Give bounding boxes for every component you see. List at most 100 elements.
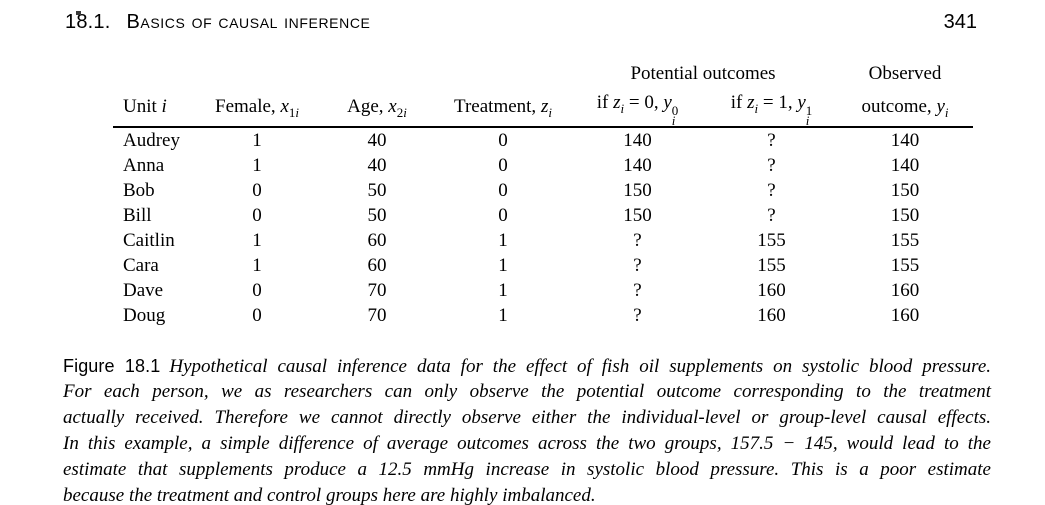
caption-line: For each person, we as researchers can o…	[63, 381, 991, 402]
cell-potential-outcome-1: ?	[767, 180, 776, 201]
potential-outcomes-group-header: Potential outcomes	[630, 63, 776, 84]
math-var: x	[280, 96, 289, 117]
table-row: Caitlin 1 60 1 ? 155 155	[113, 228, 973, 253]
cell-observed-outcome: 140	[890, 155, 920, 176]
sub-var: i	[295, 104, 299, 120]
section-number: 18.1.	[65, 11, 111, 33]
sub-num: 1	[288, 104, 296, 120]
stray-ink-mark	[76, 11, 81, 15]
math-var: z	[613, 92, 621, 113]
cell-unit: Audrey	[123, 130, 180, 151]
caption-line: In this example, a simple difference of …	[63, 433, 991, 454]
cell-potential-outcome-0: ?	[633, 230, 642, 251]
cell-age: 50	[367, 180, 387, 201]
math-subscript: i	[620, 101, 624, 116]
cell-female: 0	[252, 205, 262, 226]
cell-potential-outcome-0: 150	[623, 205, 652, 226]
math-subscript: i	[754, 101, 758, 116]
caption-line: Figure 18.1 Hypothetical causal inference…	[63, 353, 991, 379]
math-subscript: i	[548, 105, 552, 120]
math-var: x	[388, 96, 397, 117]
section-heading: 18.1. Basics of causal inference	[65, 11, 370, 34]
cell-treatment: 1	[498, 230, 508, 251]
cell-potential-outcome-1: 160	[757, 305, 786, 326]
sub-var: i	[620, 100, 625, 116]
cell-unit: Doug	[123, 305, 166, 326]
column-header-observed-outcome: outcome, yi	[837, 87, 973, 128]
math-var: i	[161, 96, 167, 117]
column-header-female: Female, x1i	[197, 87, 317, 128]
cell-potential-outcome-0: ?	[633, 305, 642, 326]
cell-treatment: 0	[498, 155, 508, 176]
cell-female: 0	[252, 180, 262, 201]
math-var: y	[797, 92, 806, 113]
figure-caption: Figure 18.1 Hypothetical causal inference…	[63, 353, 991, 505]
cell-treatment: 1	[498, 280, 508, 301]
table-row: Bob 0 50 0 150 ? 150	[113, 178, 973, 203]
cell-age: 60	[367, 230, 387, 251]
cell-potential-outcome-0: ?	[633, 255, 642, 276]
cell-age: 70	[367, 280, 387, 301]
sub-var: i	[403, 104, 407, 120]
cell-potential-outcome-1: 155	[757, 230, 786, 251]
table-row: Dave 0 70 1 ? 160 160	[113, 278, 973, 303]
cell-potential-outcome-1: ?	[767, 130, 776, 151]
cell-treatment: 1	[498, 305, 508, 326]
cell-female: 1	[252, 255, 262, 276]
cell-potential-outcome-1: ?	[767, 155, 776, 176]
header-text: = 0,	[624, 92, 664, 113]
table-row: Cara 1 60 1 ? 155 155	[113, 253, 973, 278]
sub-var: i	[671, 113, 676, 128]
page-number: 341	[943, 11, 977, 33]
header-text: = 1,	[758, 92, 798, 113]
cell-age: 40	[367, 130, 387, 151]
cell-unit: Dave	[123, 280, 164, 301]
section-title: Basics of causal inference	[126, 11, 371, 33]
sub-var: i	[944, 104, 949, 120]
cell-observed-outcome: 160	[890, 305, 920, 326]
cell-unit: Bill	[123, 205, 152, 226]
cell-age: 50	[367, 205, 387, 226]
math-subscript: 1i	[289, 105, 299, 120]
cell-female: 1	[252, 230, 262, 251]
running-head: 18.1. Basics of causal inference 341	[65, 11, 977, 34]
table-row: Anna 1 40 0 140 ? 140	[113, 153, 973, 178]
table-body: Audrey 1 40 0 140 ? 140 Anna 1 40 0 140 …	[113, 127, 973, 328]
cell-unit: Anna	[123, 155, 165, 176]
header-text: outcome,	[861, 96, 937, 117]
observed-group-header: Observed	[868, 63, 942, 84]
column-header-row: Unit i Female, x1i Age, x2i Treatment, z…	[113, 87, 973, 128]
sup-num: 1	[805, 103, 813, 118]
cell-potential-outcome-1: ?	[767, 205, 776, 226]
table-row: Doug 0 70 1 ? 160 160	[113, 303, 973, 328]
cell-age: 60	[367, 255, 387, 276]
column-header-treatment: Treatment, zi	[437, 87, 569, 128]
table-header: Potential outcomes Observed Unit i Femal…	[113, 61, 973, 128]
header-text: Unit	[123, 96, 162, 117]
cell-potential-outcome-0: 140	[623, 130, 652, 151]
cell-potential-outcome-1: 160	[757, 280, 786, 301]
column-header-age: Age, x2i	[317, 87, 437, 128]
header-text: Treatment,	[454, 96, 541, 117]
cell-observed-outcome: 140	[890, 130, 920, 151]
table-row: Bill 0 50 0 150 ? 150	[113, 203, 973, 228]
cell-potential-outcome-0: 140	[623, 155, 652, 176]
book-page: { "header": { "section_number": "18.1.",…	[0, 11, 1045, 505]
header-text: if	[596, 92, 614, 113]
cell-treatment: 1	[498, 255, 508, 276]
cell-female: 1	[252, 130, 262, 151]
cell-observed-outcome: 150	[890, 205, 920, 226]
header-text: Female,	[215, 96, 281, 117]
sub-var: i	[805, 113, 810, 128]
cell-potential-outcome-0: ?	[633, 280, 642, 301]
sup-num: 0	[671, 103, 679, 118]
cell-treatment: 0	[498, 205, 508, 226]
header-text: Age,	[347, 96, 389, 117]
cell-treatment: 0	[498, 180, 508, 201]
cell-female: 0	[252, 305, 262, 326]
math-subscript: i	[945, 105, 949, 120]
header-text: if	[730, 92, 748, 113]
